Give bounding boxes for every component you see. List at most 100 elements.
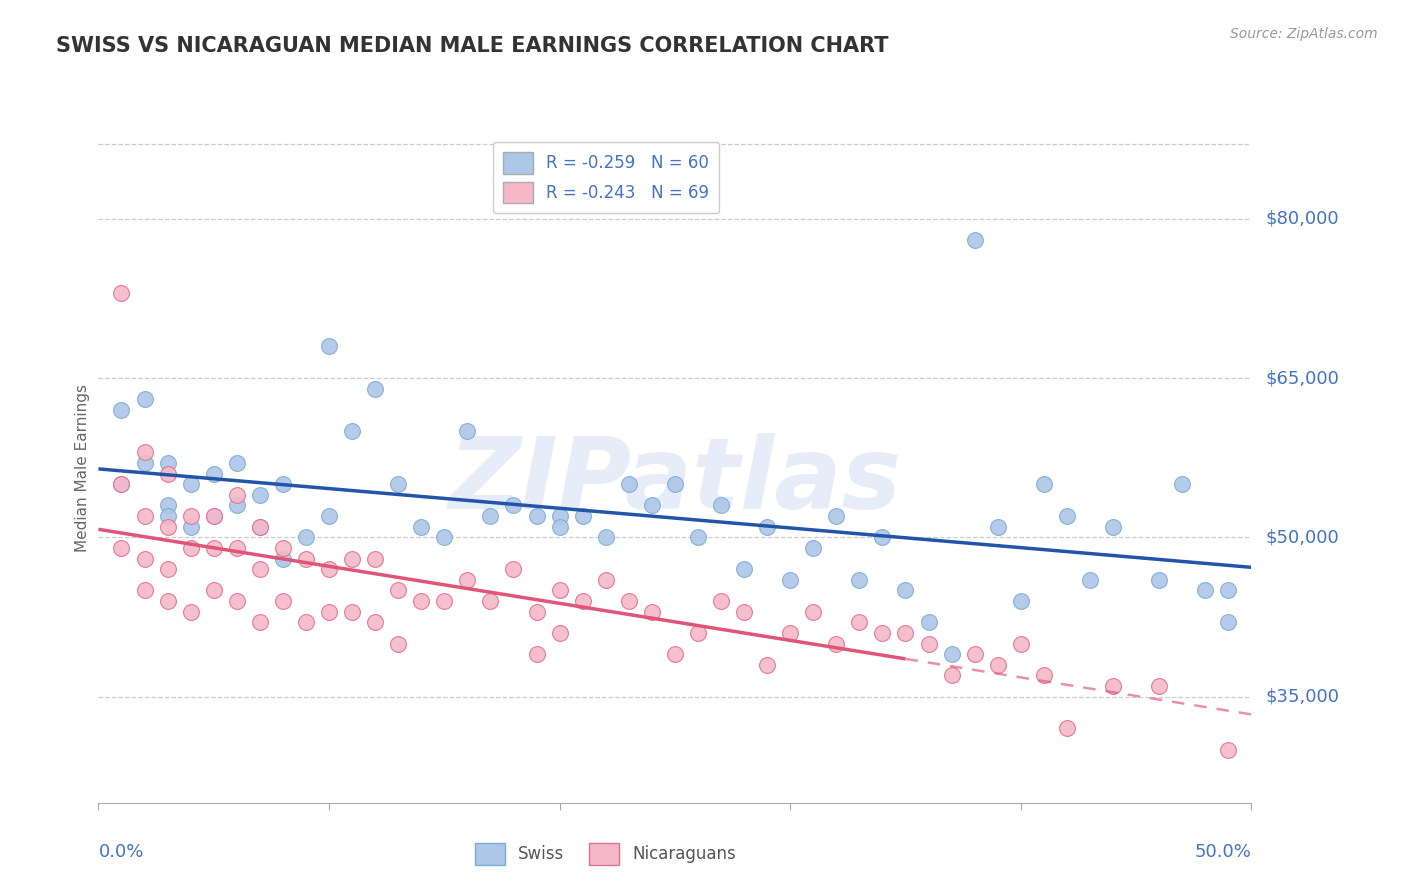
Point <box>779 626 801 640</box>
Point <box>710 594 733 608</box>
Point <box>548 519 571 533</box>
Point <box>110 477 132 491</box>
Point <box>225 594 247 608</box>
Point <box>225 488 247 502</box>
Point <box>387 636 409 650</box>
Point <box>318 339 340 353</box>
Text: $50,000: $50,000 <box>1265 528 1339 546</box>
Point <box>180 477 202 491</box>
Point <box>202 541 225 555</box>
Point <box>364 615 387 630</box>
Point <box>249 488 271 502</box>
Point <box>1147 679 1170 693</box>
Point <box>1010 636 1032 650</box>
Point <box>1010 594 1032 608</box>
Point <box>941 668 963 682</box>
Point <box>502 562 524 576</box>
Point <box>295 551 318 566</box>
Point <box>1218 583 1240 598</box>
Point <box>134 445 156 459</box>
Point <box>249 519 271 533</box>
Point <box>756 519 779 533</box>
Point <box>1194 583 1216 598</box>
Point <box>963 233 986 247</box>
Point <box>1102 519 1125 533</box>
Point <box>387 477 409 491</box>
Point <box>1032 477 1054 491</box>
Point <box>411 519 433 533</box>
Point <box>1078 573 1101 587</box>
Point <box>733 605 755 619</box>
Point <box>387 583 409 598</box>
Point <box>180 509 202 524</box>
Point <box>271 551 294 566</box>
Point <box>340 424 363 438</box>
Point <box>502 499 524 513</box>
Point <box>848 573 870 587</box>
Point <box>156 509 179 524</box>
Point <box>825 509 848 524</box>
Point <box>134 583 156 598</box>
Point <box>548 509 571 524</box>
Text: Source: ZipAtlas.com: Source: ZipAtlas.com <box>1230 27 1378 41</box>
Point <box>134 509 156 524</box>
Point <box>686 530 709 544</box>
Point <box>987 657 1010 672</box>
Point <box>987 519 1010 533</box>
Point <box>917 636 939 650</box>
Point <box>318 562 340 576</box>
Legend: Swiss, Nicaraguans: Swiss, Nicaraguans <box>465 833 747 875</box>
Point <box>479 509 502 524</box>
Point <box>756 657 779 672</box>
Point <box>872 530 894 544</box>
Point <box>894 626 917 640</box>
Point <box>202 509 225 524</box>
Y-axis label: Median Male Earnings: Median Male Earnings <box>75 384 90 552</box>
Point <box>202 583 225 598</box>
Point <box>364 551 387 566</box>
Point <box>825 636 848 650</box>
Point <box>249 519 271 533</box>
Point <box>1218 615 1240 630</box>
Point <box>295 530 318 544</box>
Point <box>364 382 387 396</box>
Point <box>134 551 156 566</box>
Point <box>1147 573 1170 587</box>
Text: 0.0%: 0.0% <box>98 843 143 861</box>
Point <box>225 541 247 555</box>
Point <box>1171 477 1194 491</box>
Point <box>941 647 963 661</box>
Point <box>894 583 917 598</box>
Point <box>411 594 433 608</box>
Point <box>801 605 824 619</box>
Point <box>1102 679 1125 693</box>
Point <box>110 286 132 301</box>
Point <box>225 456 247 470</box>
Point <box>548 583 571 598</box>
Point <box>110 541 132 555</box>
Text: $80,000: $80,000 <box>1265 210 1339 227</box>
Point <box>1032 668 1054 682</box>
Point <box>156 519 179 533</box>
Point <box>526 647 548 661</box>
Point <box>571 594 593 608</box>
Point <box>156 456 179 470</box>
Point <box>156 467 179 481</box>
Point <box>617 477 640 491</box>
Point <box>156 562 179 576</box>
Point <box>110 477 132 491</box>
Point <box>156 499 179 513</box>
Point <box>156 594 179 608</box>
Point <box>779 573 801 587</box>
Point <box>686 626 709 640</box>
Point <box>595 530 617 544</box>
Point <box>180 605 202 619</box>
Point <box>801 541 824 555</box>
Point <box>1218 742 1240 756</box>
Point <box>249 562 271 576</box>
Point <box>641 605 664 619</box>
Point <box>110 403 132 417</box>
Point <box>134 392 156 407</box>
Point <box>433 530 456 544</box>
Point <box>664 647 686 661</box>
